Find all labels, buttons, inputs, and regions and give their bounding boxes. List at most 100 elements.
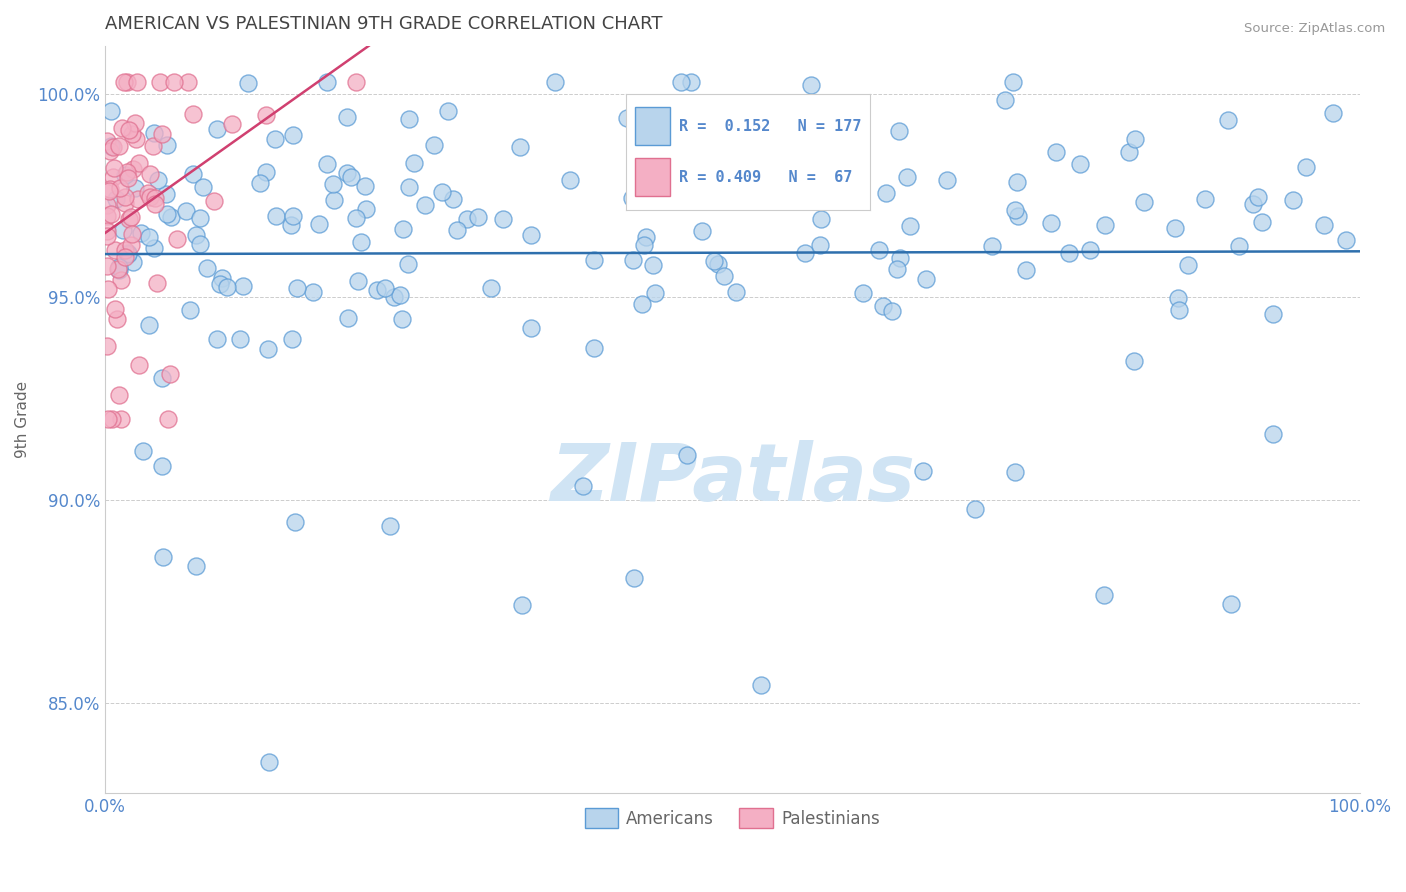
Point bbox=[124, 116, 146, 130]
Point bbox=[181, 167, 204, 181]
Point bbox=[208, 277, 231, 292]
Point bbox=[110, 272, 132, 286]
Point bbox=[188, 211, 211, 226]
Point bbox=[378, 518, 401, 533]
Point bbox=[114, 189, 136, 203]
Point bbox=[1313, 219, 1336, 233]
Point bbox=[221, 117, 243, 131]
Point bbox=[114, 251, 136, 265]
Point bbox=[1007, 175, 1029, 189]
Point bbox=[177, 75, 200, 89]
Point bbox=[104, 192, 127, 206]
Point bbox=[132, 444, 155, 458]
Point bbox=[1118, 145, 1140, 160]
Point bbox=[264, 132, 287, 146]
Point bbox=[110, 412, 132, 426]
Point bbox=[413, 198, 436, 212]
Point bbox=[186, 558, 208, 573]
Point bbox=[621, 252, 644, 267]
Point bbox=[118, 212, 141, 227]
Point bbox=[110, 180, 132, 194]
Point bbox=[160, 210, 183, 224]
Point bbox=[633, 238, 655, 252]
Text: Source: ZipAtlas.com: Source: ZipAtlas.com bbox=[1244, 22, 1385, 36]
Point bbox=[96, 135, 118, 149]
Point bbox=[96, 339, 118, 353]
Point bbox=[1069, 157, 1091, 171]
Point bbox=[136, 186, 159, 200]
Point bbox=[398, 112, 420, 126]
Point bbox=[396, 257, 419, 271]
Point bbox=[336, 166, 359, 180]
Point bbox=[125, 75, 148, 89]
Point bbox=[935, 173, 957, 187]
Point bbox=[129, 226, 152, 240]
Point bbox=[100, 104, 122, 119]
Point bbox=[1227, 239, 1250, 253]
Point bbox=[254, 165, 277, 179]
Point bbox=[398, 180, 420, 194]
Point bbox=[142, 241, 165, 255]
Point bbox=[114, 243, 136, 257]
Point bbox=[98, 185, 121, 199]
Point bbox=[120, 211, 142, 225]
Point bbox=[283, 128, 305, 143]
Y-axis label: 9th Grade: 9th Grade bbox=[15, 381, 30, 458]
Point bbox=[631, 297, 654, 311]
Point bbox=[644, 286, 666, 301]
Point bbox=[266, 209, 288, 223]
Point bbox=[107, 312, 129, 326]
Point bbox=[97, 282, 120, 296]
Point bbox=[138, 318, 160, 333]
Text: AMERICAN VS PALESTINIAN 9TH GRADE CORRELATION CHART: AMERICAN VS PALESTINIAN 9TH GRADE CORREL… bbox=[105, 15, 662, 33]
Point bbox=[145, 196, 167, 211]
Point bbox=[122, 162, 145, 177]
Point bbox=[793, 245, 815, 260]
Point bbox=[128, 358, 150, 372]
Point bbox=[107, 138, 129, 153]
Point bbox=[353, 178, 375, 193]
Point bbox=[191, 179, 214, 194]
Point bbox=[582, 341, 605, 355]
Point bbox=[139, 167, 162, 181]
Point bbox=[98, 182, 121, 196]
Point bbox=[166, 232, 188, 246]
Point bbox=[560, 173, 582, 187]
Point bbox=[711, 177, 734, 191]
Point bbox=[344, 75, 367, 89]
Point bbox=[509, 140, 531, 154]
Point bbox=[188, 237, 211, 252]
Point bbox=[96, 259, 118, 273]
Point bbox=[437, 103, 460, 118]
Point bbox=[681, 75, 703, 89]
Point bbox=[852, 286, 875, 301]
Point bbox=[284, 515, 307, 529]
Point bbox=[388, 287, 411, 301]
Point bbox=[254, 108, 277, 122]
Point bbox=[150, 128, 173, 142]
Point bbox=[236, 76, 259, 90]
Point bbox=[374, 281, 396, 295]
Point bbox=[1250, 215, 1272, 229]
Point bbox=[346, 211, 368, 225]
Point bbox=[232, 278, 254, 293]
Point bbox=[915, 272, 938, 286]
Point bbox=[366, 284, 388, 298]
Point bbox=[156, 206, 179, 220]
Point bbox=[96, 209, 118, 223]
Point bbox=[336, 110, 359, 124]
Point bbox=[391, 312, 413, 326]
Point bbox=[285, 281, 308, 295]
Point bbox=[149, 75, 172, 89]
Point bbox=[718, 184, 741, 198]
Point bbox=[146, 276, 169, 290]
Point bbox=[186, 227, 208, 242]
Point bbox=[301, 285, 323, 300]
Point bbox=[675, 449, 697, 463]
Point bbox=[492, 211, 515, 226]
Point bbox=[138, 190, 160, 204]
Point bbox=[96, 224, 118, 238]
Point bbox=[616, 112, 638, 126]
Point bbox=[115, 75, 138, 89]
Point bbox=[174, 203, 197, 218]
